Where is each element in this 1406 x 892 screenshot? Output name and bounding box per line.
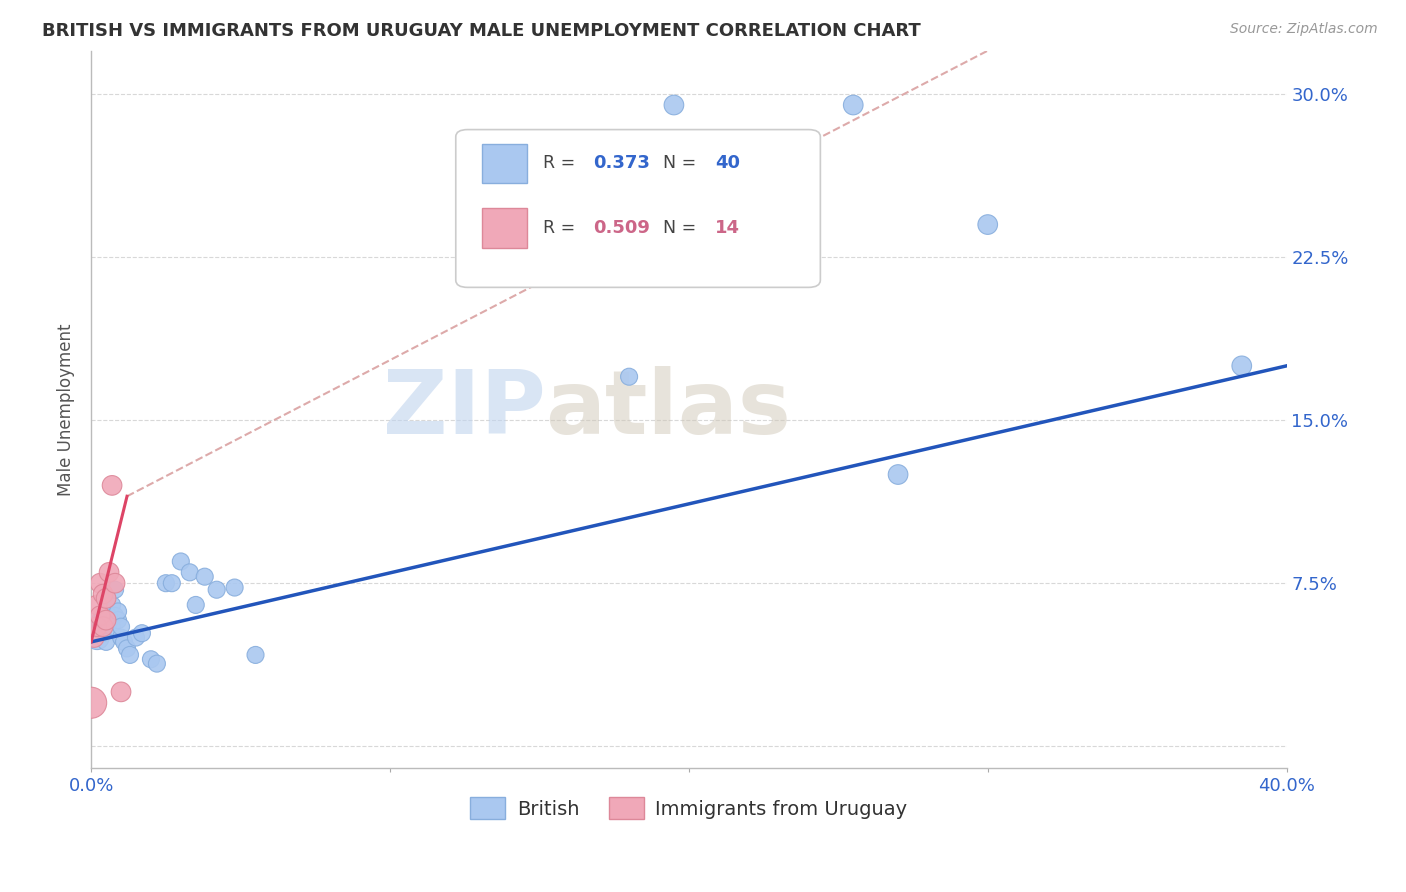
Point: [224, 581, 246, 595]
Point: [110, 620, 132, 634]
FancyBboxPatch shape: [456, 129, 820, 287]
Point: [104, 608, 127, 623]
Point: [94, 613, 117, 627]
FancyBboxPatch shape: [482, 209, 527, 248]
Point: [86, 631, 108, 645]
Point: [94, 635, 117, 649]
Point: [94, 604, 117, 618]
Point: [887, 467, 910, 482]
Point: [86, 598, 108, 612]
FancyBboxPatch shape: [482, 144, 527, 184]
Point: [977, 218, 1000, 232]
Text: 0.509: 0.509: [593, 219, 650, 237]
Point: [91, 587, 114, 601]
Point: [179, 566, 201, 580]
Text: R =: R =: [543, 219, 581, 237]
Point: [98, 608, 121, 623]
Point: [110, 685, 132, 699]
Point: [101, 478, 124, 492]
Text: ZIP: ZIP: [382, 366, 546, 453]
Point: [662, 98, 685, 112]
Text: 14: 14: [716, 219, 740, 237]
Point: [94, 591, 117, 606]
Point: [115, 641, 138, 656]
Point: [91, 626, 114, 640]
Point: [112, 635, 135, 649]
Point: [91, 620, 114, 634]
Text: atlas: atlas: [546, 366, 792, 453]
Point: [118, 648, 141, 662]
Point: [83, 631, 105, 645]
Point: [139, 652, 162, 666]
Point: [98, 615, 121, 630]
Point: [89, 608, 111, 623]
Point: [80, 696, 103, 710]
Point: [91, 608, 114, 623]
Y-axis label: Male Unemployment: Male Unemployment: [58, 323, 75, 496]
Point: [131, 626, 153, 640]
Point: [94, 613, 117, 627]
Point: [245, 648, 267, 662]
Text: R =: R =: [543, 154, 581, 172]
Text: 40: 40: [716, 154, 740, 172]
Point: [104, 576, 127, 591]
Point: [89, 620, 111, 634]
Point: [1230, 359, 1253, 373]
Text: N =: N =: [662, 219, 702, 237]
Point: [86, 620, 108, 634]
Point: [184, 598, 207, 612]
Point: [110, 631, 132, 645]
Point: [617, 369, 640, 384]
Point: [146, 657, 169, 671]
Point: [101, 620, 124, 634]
Point: [170, 554, 193, 568]
Point: [89, 576, 111, 591]
Point: [160, 576, 183, 591]
Point: [101, 598, 124, 612]
Legend: British, Immigrants from Uruguay: British, Immigrants from Uruguay: [463, 789, 915, 826]
Point: [107, 604, 129, 618]
Point: [194, 570, 217, 584]
Point: [104, 582, 127, 597]
Point: [155, 576, 177, 591]
Point: [107, 613, 129, 627]
Text: BRITISH VS IMMIGRANTS FROM URUGUAY MALE UNEMPLOYMENT CORRELATION CHART: BRITISH VS IMMIGRANTS FROM URUGUAY MALE …: [42, 22, 921, 40]
Point: [98, 566, 121, 580]
Point: [205, 582, 228, 597]
Text: Source: ZipAtlas.com: Source: ZipAtlas.com: [1230, 22, 1378, 37]
Point: [842, 98, 865, 112]
Text: 0.373: 0.373: [593, 154, 650, 172]
Text: N =: N =: [662, 154, 702, 172]
Point: [125, 631, 148, 645]
Point: [89, 613, 111, 627]
